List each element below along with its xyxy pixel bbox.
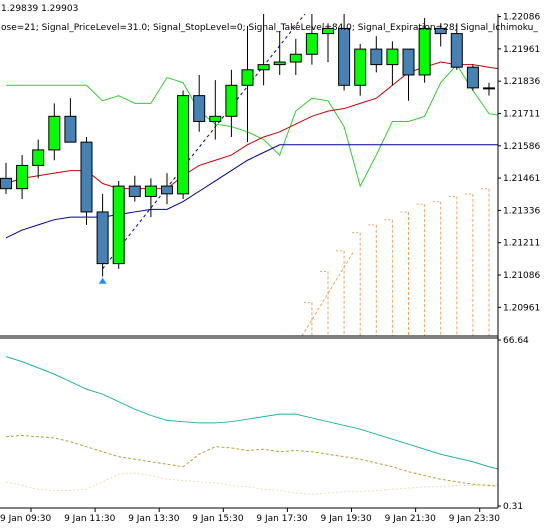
bull-candle-body	[226, 85, 237, 116]
candle[interactable]	[371, 36, 382, 72]
time-tick-label: 9 Jan 17:30	[256, 514, 308, 524]
bull-candle-body	[306, 34, 317, 55]
bear-candle-body	[194, 96, 205, 122]
candle[interactable]	[33, 140, 44, 179]
candle[interactable]	[49, 103, 60, 160]
bull-candle-body	[210, 116, 221, 121]
bull-candle-body	[49, 116, 60, 150]
bull-candle-body	[274, 62, 285, 65]
bull-candle-body	[17, 165, 28, 188]
price-tick-label: 1.21336	[503, 206, 540, 216]
bear-candle-body	[97, 212, 108, 264]
time-tick-label: 9 Jan 11:30	[64, 514, 116, 524]
candle[interactable]	[484, 83, 495, 96]
price-tick-label: 1.21711	[503, 109, 540, 119]
bull-candle-body	[387, 49, 398, 65]
bear-candle-body	[451, 34, 462, 68]
time-tick-label: 9 Jan 15:30	[192, 514, 244, 524]
buy-arrow-icon[interactable]	[99, 278, 107, 284]
oscillator-main-line	[6, 357, 546, 478]
price-tick-label: 1.21211	[503, 239, 540, 249]
candle[interactable]	[387, 41, 398, 85]
price-pane[interactable]	[1, 0, 546, 348]
candle[interactable]	[226, 70, 237, 137]
candle[interactable]	[81, 137, 92, 225]
bear-candle-body	[467, 67, 478, 88]
oscillator-tick-label: 66.64	[503, 336, 529, 346]
candle[interactable]	[129, 176, 140, 202]
candle[interactable]	[145, 178, 156, 217]
bull-candle-body	[290, 54, 301, 62]
time-tick-label: 9 Jan 09:30	[0, 514, 52, 524]
chart-header: 1.29839 1.29903 ose=21; Signal_PriceLeve…	[0, 0, 538, 33]
price-tick-label: 1.21961	[503, 45, 540, 55]
signal-trend-line[interactable]	[103, 5, 312, 269]
bull-candle-body	[419, 28, 430, 75]
candle[interactable]	[162, 173, 173, 204]
bear-candle-body	[1, 178, 12, 188]
bid-ask-prices: 1.29839 1.29903	[1, 4, 78, 14]
bull-candle-body	[242, 70, 253, 86]
price-tick-label: 1.22086	[503, 13, 540, 23]
time-tick-label: 9 Jan 21:30	[385, 514, 437, 524]
price-tick-label: 1.21086	[503, 271, 540, 281]
bull-candle-body	[33, 150, 44, 166]
bull-candle-body	[484, 88, 495, 89]
bear-candle-body	[403, 49, 414, 75]
oscillator-signal-line	[6, 435, 546, 488]
bull-candle-body	[145, 186, 156, 196]
candle[interactable]	[210, 80, 221, 139]
candle[interactable]	[355, 44, 366, 96]
price-tick-label: 1.21836	[503, 77, 540, 87]
candle[interactable]	[274, 31, 285, 75]
candle[interactable]	[1, 163, 12, 194]
candle[interactable]	[290, 39, 301, 75]
bear-candle-body	[339, 28, 350, 85]
expert-parameters: ose=21; Signal_PriceLevel=31.0; Signal_S…	[1, 23, 538, 33]
time-tick-label: 9 Jan 23:30	[449, 514, 501, 524]
price-tick-label: 1.21586	[503, 142, 540, 152]
bull-candle-body	[258, 65, 269, 70]
price-tick-label: 1.20961	[503, 303, 540, 313]
bear-candle-body	[65, 116, 76, 142]
bull-candle-body	[355, 49, 366, 85]
candle[interactable]	[403, 49, 414, 101]
candle[interactable]	[17, 155, 28, 199]
price-tick-label: 1.21461	[503, 174, 540, 184]
candle[interactable]	[113, 181, 124, 269]
oscillator-third-line	[6, 473, 546, 494]
bear-candle-body	[371, 49, 382, 65]
time-tick-label: 9 Jan 13:30	[128, 514, 180, 524]
candle[interactable]	[178, 90, 189, 199]
oscillator-tick-label: 0.31	[503, 502, 523, 512]
bull-candle-body	[113, 186, 124, 264]
candle[interactable]	[339, 8, 350, 91]
bear-candle-body	[81, 142, 92, 212]
candle[interactable]	[65, 98, 76, 142]
candle[interactable]	[242, 26, 253, 142]
bull-candle-body	[178, 96, 189, 194]
bear-candle-body	[500, 88, 511, 91]
candle[interactable]	[306, 8, 317, 65]
oscillator-pane[interactable]	[6, 357, 546, 495]
time-tick-label: 9 Jan 19:30	[321, 514, 373, 524]
candle[interactable]	[194, 75, 205, 132]
bear-candle-body	[162, 186, 173, 194]
candle[interactable]	[467, 65, 478, 91]
bear-candle-body	[129, 186, 140, 196]
